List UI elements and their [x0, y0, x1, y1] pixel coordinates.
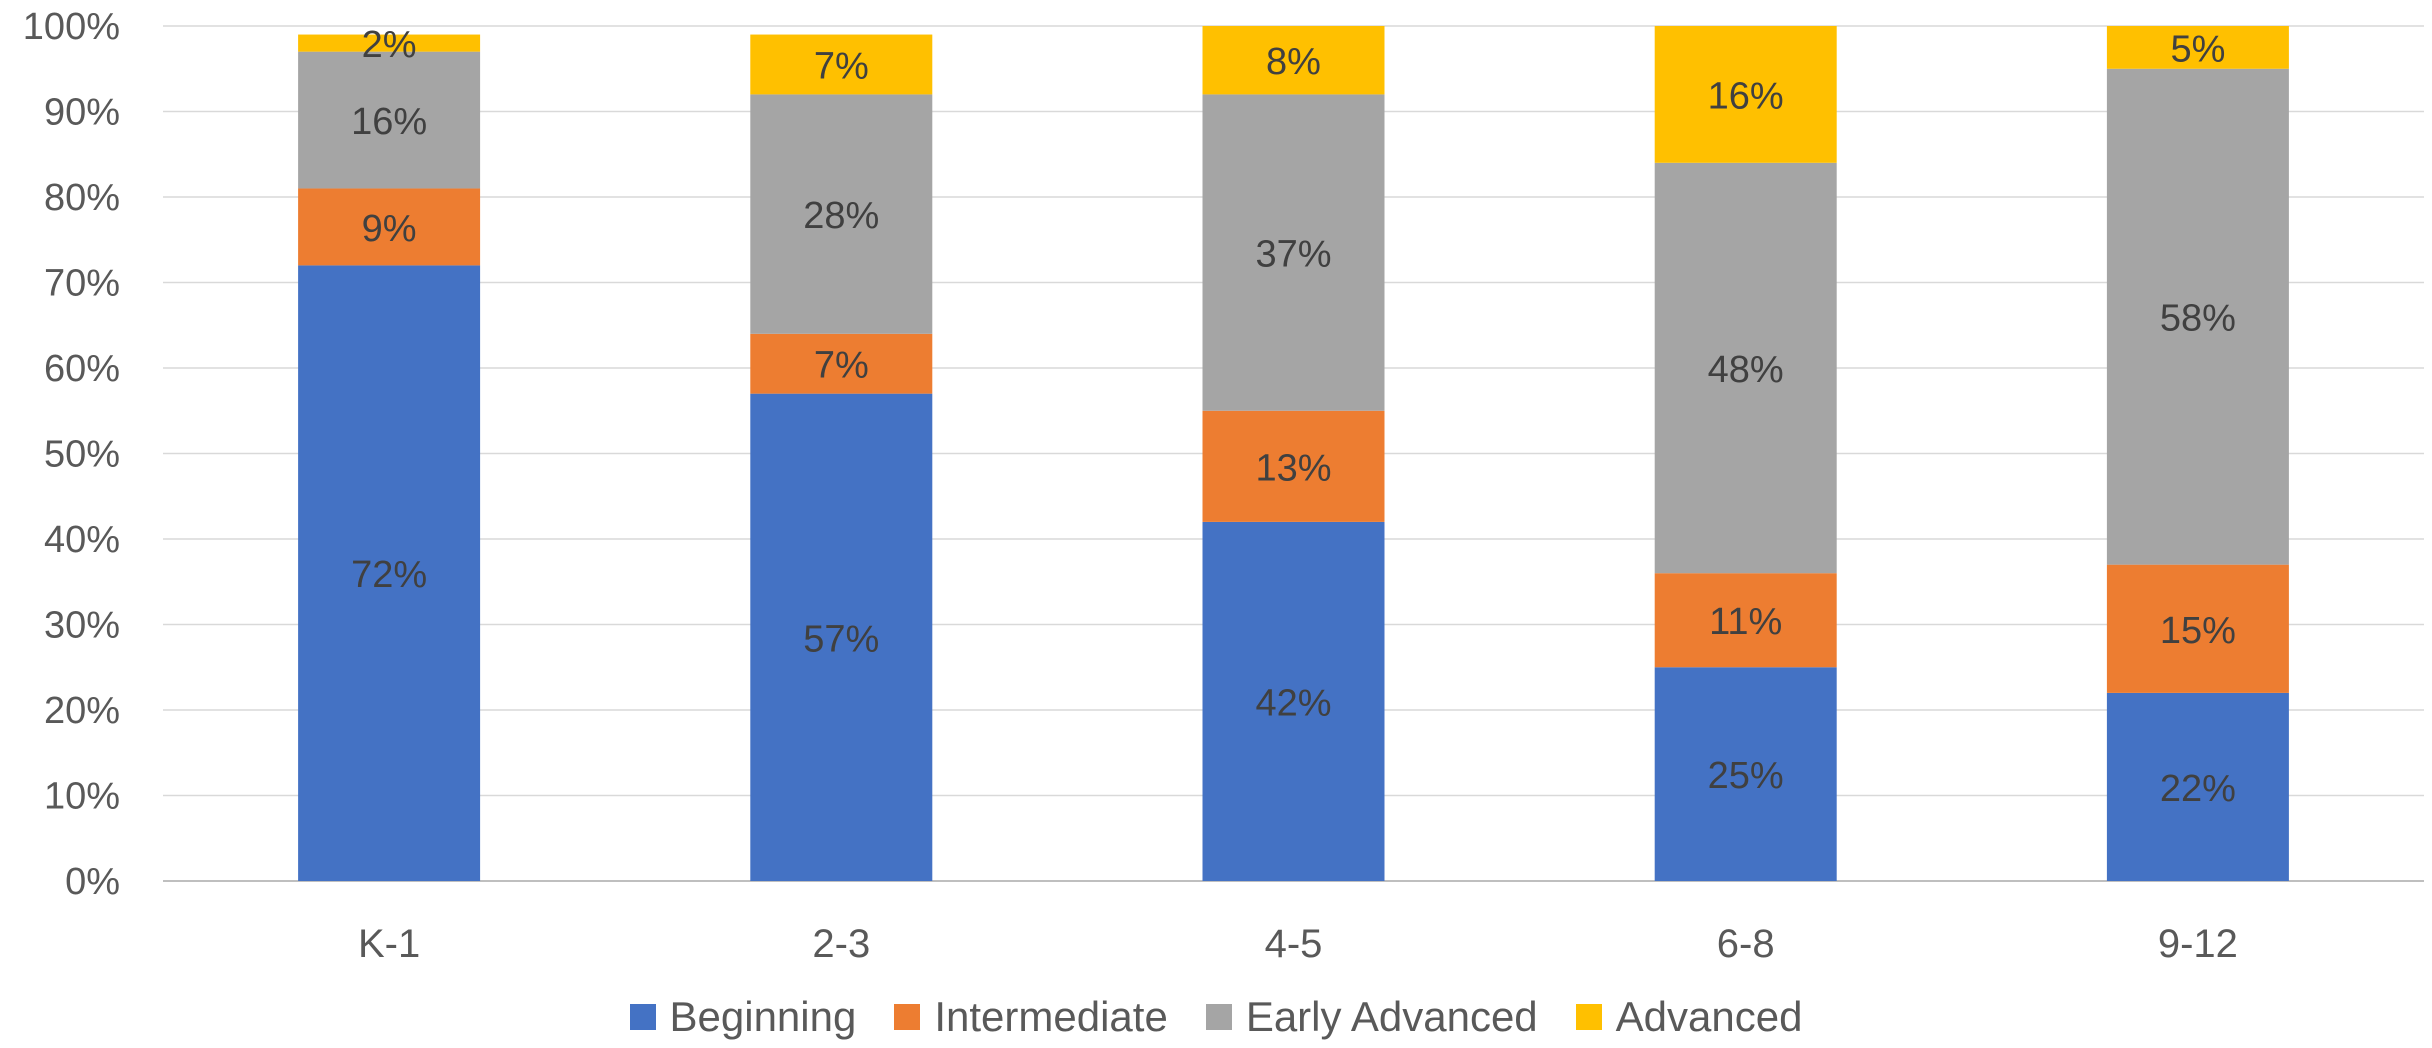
data-label-advanced: 16% [1708, 75, 1784, 117]
bar-group-2-3: 57% 7% 28% 7% [750, 34, 933, 881]
data-label-advanced: 8% [1266, 41, 1321, 83]
data-label-intermediate: 7% [814, 345, 869, 387]
bar-segment-early-advanced [1202, 94, 1385, 411]
x-tick-label: 2-3 [812, 922, 870, 966]
bar-segment-early-advanced [2106, 68, 2289, 565]
bar-segment-intermediate [1654, 573, 1837, 668]
bar-segment-advanced [1202, 26, 1385, 95]
bar-segment-early-advanced [750, 94, 933, 334]
y-tick-label: 30% [44, 605, 120, 647]
bars: 72% 9% 16% 2% 57% 7% 28% 7% 42% 13% 37% 8% 25% 11% 48%… [298, 24, 2289, 881]
bar-segment-early-advanced [298, 51, 481, 189]
stacked-bar-chart: 0% 10% 20% 30% 40% 50% 60% 70% 80% 90% 100% 72% 9% 1… [23, 6, 2424, 966]
bar-segment-advanced [298, 34, 481, 52]
data-label-beginning: 72% [351, 554, 427, 596]
data-label-beginning: 22% [2160, 768, 2236, 810]
legend-label: Early Advanced [1245, 993, 1538, 1040]
data-label-early-advanced: 16% [351, 101, 427, 143]
y-tick-label: 10% [44, 776, 120, 818]
data-label-advanced: 2% [362, 24, 417, 66]
y-tick-label: 100% [23, 6, 120, 48]
legend-label: Advanced [1615, 993, 1803, 1040]
bar-group-9-12: 22% 15% 58% 5% [2106, 26, 2289, 881]
data-label-intermediate: 15% [2160, 610, 2236, 652]
x-axis: K-1 2-3 4-5 6-8 9-12 [358, 922, 2238, 966]
legend: Beginning Intermediate Early Advanced Advan… [0, 993, 2432, 1041]
legend-item-advanced: Advanced [1575, 993, 1803, 1041]
bar-group-6-8: 25% 11% 48% 16% [1654, 26, 1837, 881]
data-label-early-advanced: 58% [2160, 298, 2236, 340]
y-tick-label: 70% [44, 263, 120, 305]
data-label-beginning: 57% [803, 618, 879, 660]
legend-swatch [894, 1004, 921, 1030]
data-label-intermediate: 13% [1255, 447, 1331, 489]
bar-segment-advanced [1654, 26, 1837, 163]
bar-segment-beginning [1202, 521, 1385, 881]
y-tick-label: 50% [44, 434, 120, 476]
data-label-advanced: 7% [814, 45, 869, 87]
legend-swatch [1575, 1004, 1602, 1030]
y-tick-label: 60% [44, 348, 120, 390]
data-label-early-advanced: 28% [803, 195, 879, 237]
bar-segment-intermediate [750, 333, 933, 394]
x-tick-label: K-1 [358, 922, 420, 966]
bar-segment-beginning [298, 265, 481, 881]
y-axis: 0% 10% 20% 30% 40% 50% 60% 70% 80% 90% 100% [23, 6, 120, 903]
legend-item-intermediate: Intermediate [894, 993, 1168, 1041]
y-tick-label: 0% [65, 861, 120, 903]
bar-segment-intermediate [2106, 564, 2289, 693]
legend-item-beginning: Beginning [629, 993, 857, 1041]
y-tick-label: 80% [44, 177, 120, 219]
bar-segment-beginning [2106, 692, 2289, 881]
legend-swatch [629, 1004, 656, 1030]
data-label-beginning: 25% [1708, 755, 1784, 797]
bar-segment-advanced [750, 34, 933, 95]
x-tick-label: 6-8 [1717, 922, 1775, 966]
data-label-early-advanced: 37% [1255, 234, 1331, 276]
y-tick-label: 90% [44, 92, 120, 134]
data-label-intermediate: 11% [1709, 601, 1782, 643]
data-label-beginning: 42% [1255, 682, 1331, 724]
bar-segment-early-advanced [1654, 162, 1837, 574]
legend-swatch [1205, 1004, 1232, 1030]
legend-label: Intermediate [934, 993, 1168, 1040]
bar-segment-intermediate [1202, 410, 1385, 522]
y-tick-label: 20% [44, 690, 120, 732]
x-tick-label: 9-12 [2158, 922, 2238, 966]
legend-label: Beginning [669, 993, 857, 1040]
y-tick-label: 40% [44, 519, 120, 561]
bar-segment-beginning [1654, 667, 1837, 881]
x-tick-label: 4-5 [1265, 922, 1323, 966]
legend-item-early-advanced: Early Advanced [1205, 993, 1538, 1041]
data-label-early-advanced: 48% [1708, 349, 1784, 391]
bar-group-K-1: 72% 9% 16% 2% [298, 24, 481, 881]
data-label-advanced: 5% [2170, 28, 2225, 70]
data-label-intermediate: 9% [362, 208, 417, 250]
bar-segment-beginning [750, 393, 933, 881]
bar-segment-advanced [2106, 26, 2289, 69]
bar-segment-intermediate [298, 188, 481, 266]
bar-group-4-5: 42% 13% 37% 8% [1202, 26, 1385, 881]
